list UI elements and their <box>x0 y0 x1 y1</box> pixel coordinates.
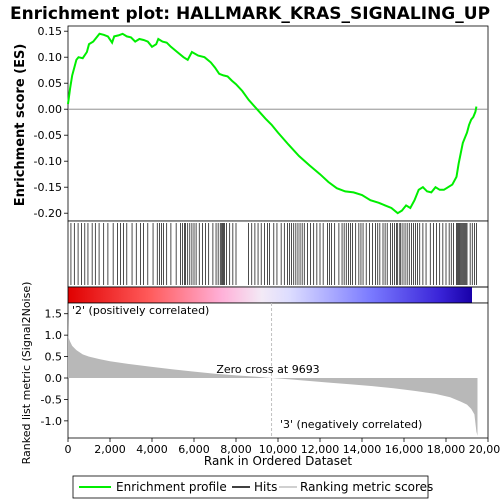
ranked-list-x-tick-label: 0 <box>65 443 72 456</box>
ranked-list-y-ticks: 1.5 1.0 0.5 0.0 -0.5 -1.0 <box>41 308 68 428</box>
ranked-list-x-tick-label: 4,000 <box>136 443 168 456</box>
hits-panel <box>67 220 489 288</box>
enrichment-y-tick-label: 0.15 <box>38 25 63 38</box>
ranking-color-bar <box>68 287 472 303</box>
ranked-list-x-tick-label: 8,000 <box>220 443 252 456</box>
enrichment-y-tick-label: -0.20 <box>34 207 62 220</box>
ranked-list-x-tick-label: 18,000 <box>427 443 466 456</box>
enrichment-y-ticks: 0.15 0.10 0.05 0.00 -0.05 -0.10 -0.15 -0.20 <box>34 25 68 220</box>
ranked-list-x-tick-label: 10,000 <box>259 443 298 456</box>
ranked-list-y-tick-label: -1.0 <box>41 415 62 428</box>
hit-lines <box>70 223 477 285</box>
ranked-list-y-tick-label: 1.5 <box>45 308 63 321</box>
legend-frame <box>72 475 429 499</box>
hits-frame <box>67 220 489 288</box>
zero-cross-label: Zero cross at 9693 <box>216 363 319 376</box>
enrichment-y-label: Enrichment score (ES) <box>13 44 28 207</box>
legend-enrichment-label: Enrichment profile <box>116 480 227 494</box>
ranked-list-x-tick-label: 12,000 <box>301 443 340 456</box>
enrichment-panel: 0.15 0.10 0.05 0.00 -0.05 -0.10 -0.15 -0.20 Enr… <box>13 25 489 222</box>
ranked-list-x-tick-label: 14,000 <box>343 443 382 456</box>
ranked-list-y-label: Ranked list metric (Signal2Noise) <box>20 282 33 465</box>
ranked-list-panel: '2' (positively correlated) Zero cross a… <box>20 282 500 468</box>
ranked-list-x-ticks: 0 2,000 4,000 6,000 8,000 10,000 12,000 14,000 1… <box>65 438 500 456</box>
ranked-list-x-tick-label: 6,000 <box>178 443 210 456</box>
ranked-list-y-tick-label: 0.5 <box>45 351 63 364</box>
ranked-list-y-tick-label: 1.0 <box>45 329 63 342</box>
legend-hits-label: Hits <box>254 480 277 494</box>
positive-correlated-label: '2' (positively correlated) <box>72 304 209 317</box>
enrichment-profile-line <box>67 32 478 215</box>
chart-title: Enrichment plot: HALLMARK_KRAS_SIGNALING… <box>10 4 490 24</box>
enrichment-y-tick-label: -0.15 <box>34 181 62 194</box>
negative-correlated-label: '3' (negatively correlated) <box>280 418 422 431</box>
enrichment-y-tick-label: -0.10 <box>34 155 62 168</box>
enrichment-frame <box>67 25 489 222</box>
enrichment-y-tick-label: 0.05 <box>38 77 63 90</box>
ranked-list-x-label: Rank in Ordered Dataset <box>204 454 352 468</box>
enrichment-y-tick-label: 0.00 <box>38 103 63 116</box>
ranked-list-y-tick-label: -0.5 <box>41 393 62 406</box>
legend: Enrichment profile Hits Ranking metric s… <box>72 475 433 499</box>
ranked-list-x-tick-label: 16,000 <box>385 443 424 456</box>
ranked-list-x-tick-label: 2,000 <box>94 443 126 456</box>
ranked-list-x-tick-label: 20,000 <box>469 443 500 456</box>
enrichment-y-tick-label: 0.10 <box>38 51 63 64</box>
ranking-metric-area <box>68 313 478 436</box>
ranked-list-y-tick-label: 0.0 <box>45 372 63 385</box>
enrichment-y-tick-label: -0.05 <box>34 129 62 142</box>
legend-ranking-label: Ranking metric scores <box>300 480 433 494</box>
